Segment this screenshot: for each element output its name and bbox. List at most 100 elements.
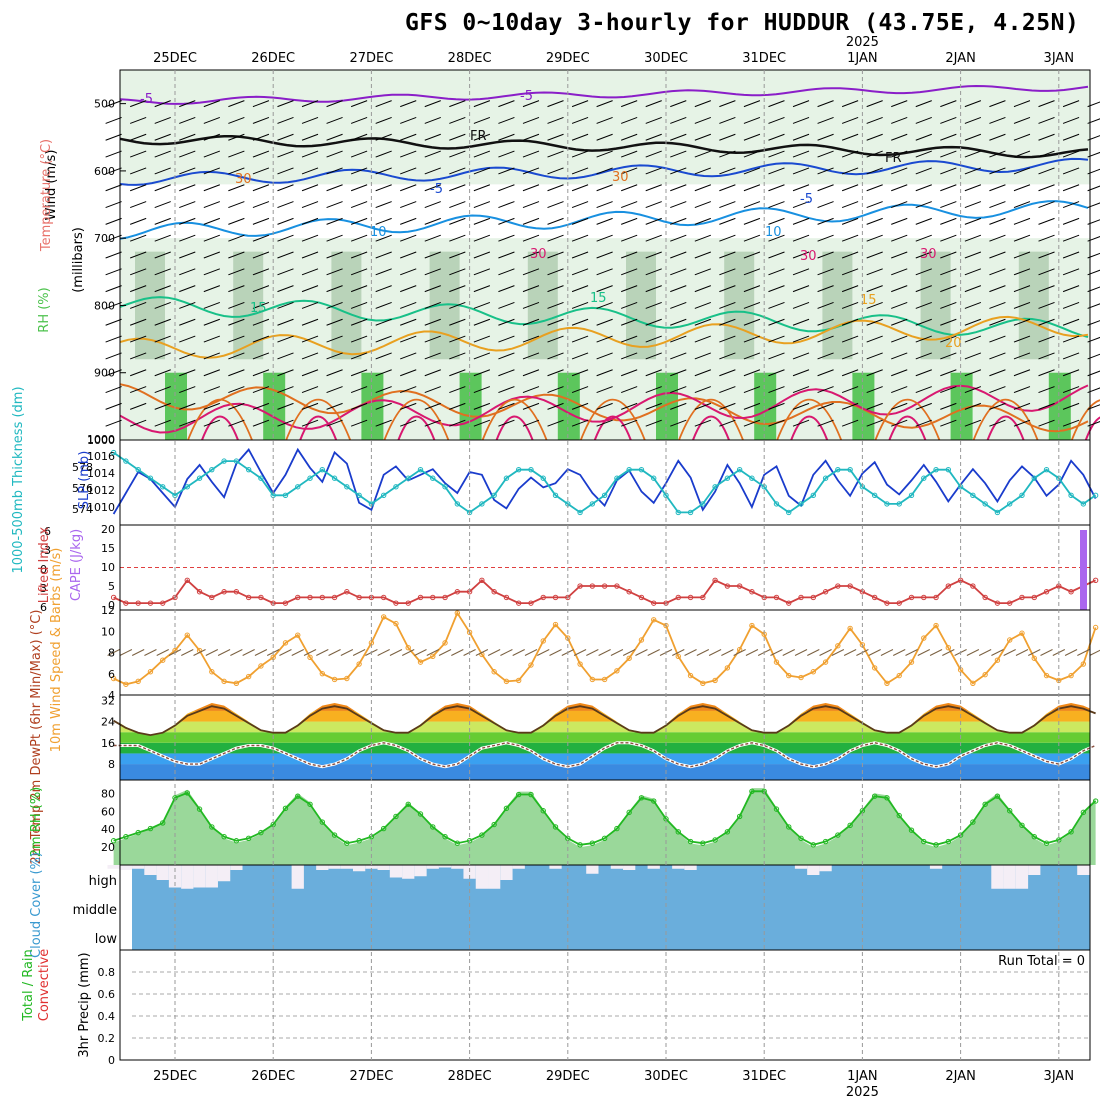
wind-barb [301,386,319,394]
wind-barb [350,251,368,259]
wind-barb [424,150,441,158]
wind-barb [449,150,466,158]
wind-barb [866,301,883,309]
precip-tick-label: 0 [108,1054,115,1067]
wind-barb [596,217,613,225]
wind-barb [768,234,785,242]
wind-barb [449,201,466,209]
data-point [331,832,338,838]
wind-barb [154,402,171,410]
wind-barb [964,402,982,410]
surface-wind-barb [917,649,930,656]
surface-wind-barb [451,649,464,656]
wind-barb [817,335,834,343]
wind-barb [277,352,294,360]
wind-barb [940,285,957,293]
year-label-bottom: 2025 [846,1085,879,1100]
high-cloud-bar [340,865,353,869]
wind-barb [228,217,245,225]
wind-barb [154,386,171,394]
wind-barb [400,251,417,259]
data-point [798,501,804,507]
wind-barb [1013,150,1031,158]
wind-barb [252,386,270,394]
data-point [614,475,620,481]
data-point [1007,808,1013,814]
wind-barb [522,133,540,141]
surface-wind-barb [708,649,722,656]
wind-barb [620,251,638,259]
data-point [712,484,718,490]
run-total-label: Run Total = 0 [998,954,1085,969]
wind-barb [350,402,368,410]
wind-barb [891,268,908,276]
precip-tick-label: 0.8 [98,966,116,979]
wind-barb [964,150,982,158]
rh-column [361,372,384,440]
wind-barb [841,217,859,225]
data-point [442,833,448,840]
wind-barb [179,386,196,394]
wind-barb [203,133,221,141]
pressure-tick-label: 800 [94,299,115,312]
wind-barb [179,100,196,108]
wind-barb [989,285,1006,293]
wind-barb [792,184,810,192]
wind-barb [1013,386,1031,394]
temp-band [120,732,1090,743]
wind-barb [645,386,662,394]
wind-barb [891,335,908,343]
slp-tick-label: 1012 [87,484,115,497]
wind-barb [129,167,147,175]
data-point [491,669,497,675]
wind-barb [326,217,343,225]
wind-barb [841,116,859,124]
wind-barb [964,201,982,209]
wind-barb [105,301,122,309]
wind-barb [694,419,712,427]
wind-barb [1038,335,1055,343]
wind-barb [277,150,294,158]
wind-barb [743,285,761,293]
data-point [749,622,755,629]
wind-barb [301,419,319,427]
high-cloud-bar [352,865,366,872]
wind-barb [154,133,171,141]
series-line [113,578,1096,605]
wind-barb [571,201,589,209]
wind-barb [866,251,883,259]
wind-barb [645,150,662,158]
wind-barb [719,285,736,293]
wind-barb [1013,352,1031,360]
surface-wind-barb [181,649,194,656]
wind-barb [596,352,613,360]
wind-barb [252,133,270,141]
wind-barb [571,335,589,343]
wind-barb [228,268,245,276]
wind-barb [1062,100,1080,108]
data-point [908,659,915,665]
wind-barb [940,100,957,108]
high-cloud-bar [230,865,243,870]
wind-barb [129,217,147,225]
wind-barb [670,419,687,427]
data-point [651,475,657,481]
data-point [970,680,976,686]
wind-barb [473,251,491,259]
wind-barb [350,419,368,427]
wind-barb [1038,419,1055,427]
wind-barb [792,201,810,209]
isotherm-loop [383,398,450,441]
wind-barb [915,234,932,242]
data-point [786,600,792,606]
wind-barb [596,150,613,158]
data-point [773,806,780,812]
isotherm-loop [1084,416,1100,441]
isotherm-label: 30 [235,172,252,187]
wind-barb [350,201,368,209]
data-point [319,819,325,825]
wind-barb [1013,217,1031,225]
data-point [552,824,559,830]
wind-barb [817,386,834,394]
wind-barb [768,285,785,293]
